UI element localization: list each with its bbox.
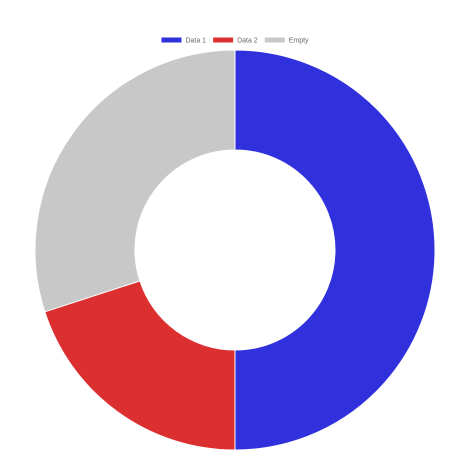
legend-swatch-data-1: [161, 37, 182, 43]
legend-swatch-empty: [264, 37, 285, 43]
slice-data-1[interactable]: [234, 49, 436, 451]
legend-item-data-1[interactable]: Data 1: [161, 37, 206, 45]
legend-label-empty: Empty: [289, 38, 309, 45]
legend-swatch-data-2: [213, 37, 234, 43]
doughnut-slices: [34, 49, 436, 451]
chart-legend: Data 1 Data 2 Empty: [161, 37, 309, 45]
slice-data-2[interactable]: [44, 280, 236, 451]
legend-label-data-2: Data 2: [237, 38, 258, 45]
legend-label-data-1: Data 1: [185, 38, 206, 45]
legend-item-data-2[interactable]: Data 2: [213, 37, 258, 45]
slice-empty[interactable]: [34, 49, 236, 313]
legend-item-empty[interactable]: Empty: [264, 37, 309, 45]
